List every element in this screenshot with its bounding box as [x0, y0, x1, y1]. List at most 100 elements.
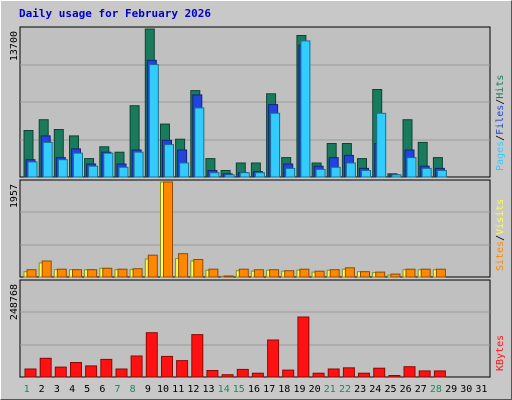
bar-pages-day-18 [285, 167, 296, 178]
bar-sites-day-16 [253, 269, 264, 278]
bar-kbytes-day-5 [85, 365, 98, 378]
bar-pages-day-16 [254, 172, 265, 178]
bar-pages-day-21 [330, 166, 341, 178]
bar-pages-day-25 [391, 174, 402, 178]
bar-kbytes-day-21 [327, 368, 340, 378]
bar-kbytes-day-2 [39, 357, 52, 378]
day-label-3: 3 [54, 384, 60, 395]
day-label-11: 11 [172, 384, 184, 395]
bar-kbytes-day-28 [433, 370, 446, 378]
bar-sites-day-28 [435, 268, 446, 278]
day-label-26: 26 [400, 384, 412, 395]
day-label-25: 25 [384, 384, 396, 395]
legend-separator: / [495, 135, 506, 141]
bar-pages-day-19 [300, 40, 311, 178]
bar-sites-day-24 [375, 271, 386, 278]
bar-kbytes-day-16 [251, 372, 264, 378]
bar-pages-day-27 [421, 167, 432, 178]
legend-sites: Sites [495, 241, 506, 271]
day-label-24: 24 [369, 384, 381, 395]
legend-hits: Hits [495, 75, 506, 99]
ymax-label-top: 13700 [9, 31, 20, 61]
bar-kbytes-day-25 [388, 375, 401, 378]
bar-kbytes-day-15 [236, 368, 249, 378]
day-label-17: 17 [263, 384, 275, 395]
bar-pages-day-5 [88, 165, 99, 178]
legend-top: Pages/Files/Hits [495, 75, 506, 171]
ymax-label-middle: 1957 [9, 184, 20, 208]
bar-pages-day-17 [270, 112, 281, 178]
day-label-20: 20 [309, 384, 321, 395]
day-label-16: 16 [248, 384, 260, 395]
bar-sites-day-22 [344, 267, 355, 278]
legend-separator: / [495, 99, 506, 105]
bar-kbytes-day-26 [403, 366, 416, 378]
bar-kbytes-day-12 [191, 334, 204, 378]
bar-pages-day-13 [209, 172, 220, 178]
bar-sites-day-21 [329, 269, 340, 278]
bar-sites-day-1 [26, 269, 37, 278]
bar-pages-day-2 [42, 141, 53, 178]
bar-sites-day-10 [163, 181, 173, 278]
day-label-5: 5 [84, 384, 90, 395]
bar-sites-day-5 [87, 269, 98, 278]
day-label-21: 21 [324, 384, 336, 395]
day-label-15: 15 [233, 384, 245, 395]
day-label-22: 22 [339, 384, 351, 395]
bar-kbytes-day-3 [54, 366, 67, 378]
bar-pages-day-11 [179, 162, 190, 178]
bar-sites-day-14 [223, 275, 234, 278]
bar-pages-day-6 [103, 152, 114, 178]
bar-pages-day-22 [345, 162, 356, 178]
legend-files: Files [495, 105, 506, 135]
bar-sites-day-12 [193, 259, 204, 278]
bar-pages-day-1 [27, 161, 38, 178]
legend-separator: / [495, 235, 506, 241]
bar-kbytes-day-13 [206, 370, 219, 378]
bar-pages-day-4 [73, 152, 83, 178]
legend-pages: Pages [495, 141, 506, 171]
bar-kbytes-day-9 [145, 332, 158, 378]
day-label-30: 30 [460, 384, 472, 395]
day-label-10: 10 [157, 384, 169, 395]
bar-kbytes-day-14 [221, 374, 234, 378]
bar-sites-day-2 [41, 260, 52, 278]
bar-kbytes-day-6 [100, 358, 113, 378]
day-label-7: 7 [114, 384, 120, 395]
bar-sites-day-13 [208, 268, 219, 278]
bar-sites-day-15 [238, 268, 249, 278]
day-label-9: 9 [145, 384, 151, 395]
day-label-6: 6 [99, 384, 105, 395]
plot-area-bottom [19, 279, 491, 378]
bar-pages-day-24 [376, 112, 387, 178]
bar-pages-day-23 [361, 170, 371, 178]
bar-pages-day-10 [164, 144, 174, 178]
bar-sites-day-17 [269, 269, 280, 278]
day-label-29: 29 [445, 384, 457, 395]
bar-kbytes-day-20 [312, 372, 325, 378]
day-label-1: 1 [24, 384, 30, 395]
legend-bottom: KBytes [495, 335, 506, 371]
bar-sites-day-20 [314, 270, 325, 278]
day-label-18: 18 [278, 384, 290, 395]
bar-sites-day-3 [56, 268, 67, 278]
day-label-14: 14 [218, 384, 230, 395]
bar-kbytes-day-17 [267, 339, 280, 378]
day-label-4: 4 [69, 384, 75, 395]
bar-pages-day-9 [148, 64, 159, 178]
day-label-13: 13 [202, 384, 214, 395]
day-label-12: 12 [187, 384, 199, 395]
plot-area-middle [19, 179, 491, 278]
bar-kbytes-day-24 [373, 367, 386, 378]
bar-pages-day-20 [315, 168, 326, 178]
day-label-8: 8 [130, 384, 136, 395]
bar-sites-day-11 [178, 253, 189, 278]
day-label-23: 23 [354, 384, 366, 395]
bar-kbytes-day-1 [24, 368, 37, 378]
bar-pages-day-12 [194, 107, 205, 178]
bar-sites-day-9 [147, 254, 158, 278]
bar-kbytes-day-10 [161, 355, 173, 378]
day-label-28: 28 [430, 384, 442, 395]
chart-title: Daily usage for February 2026 [19, 7, 212, 20]
